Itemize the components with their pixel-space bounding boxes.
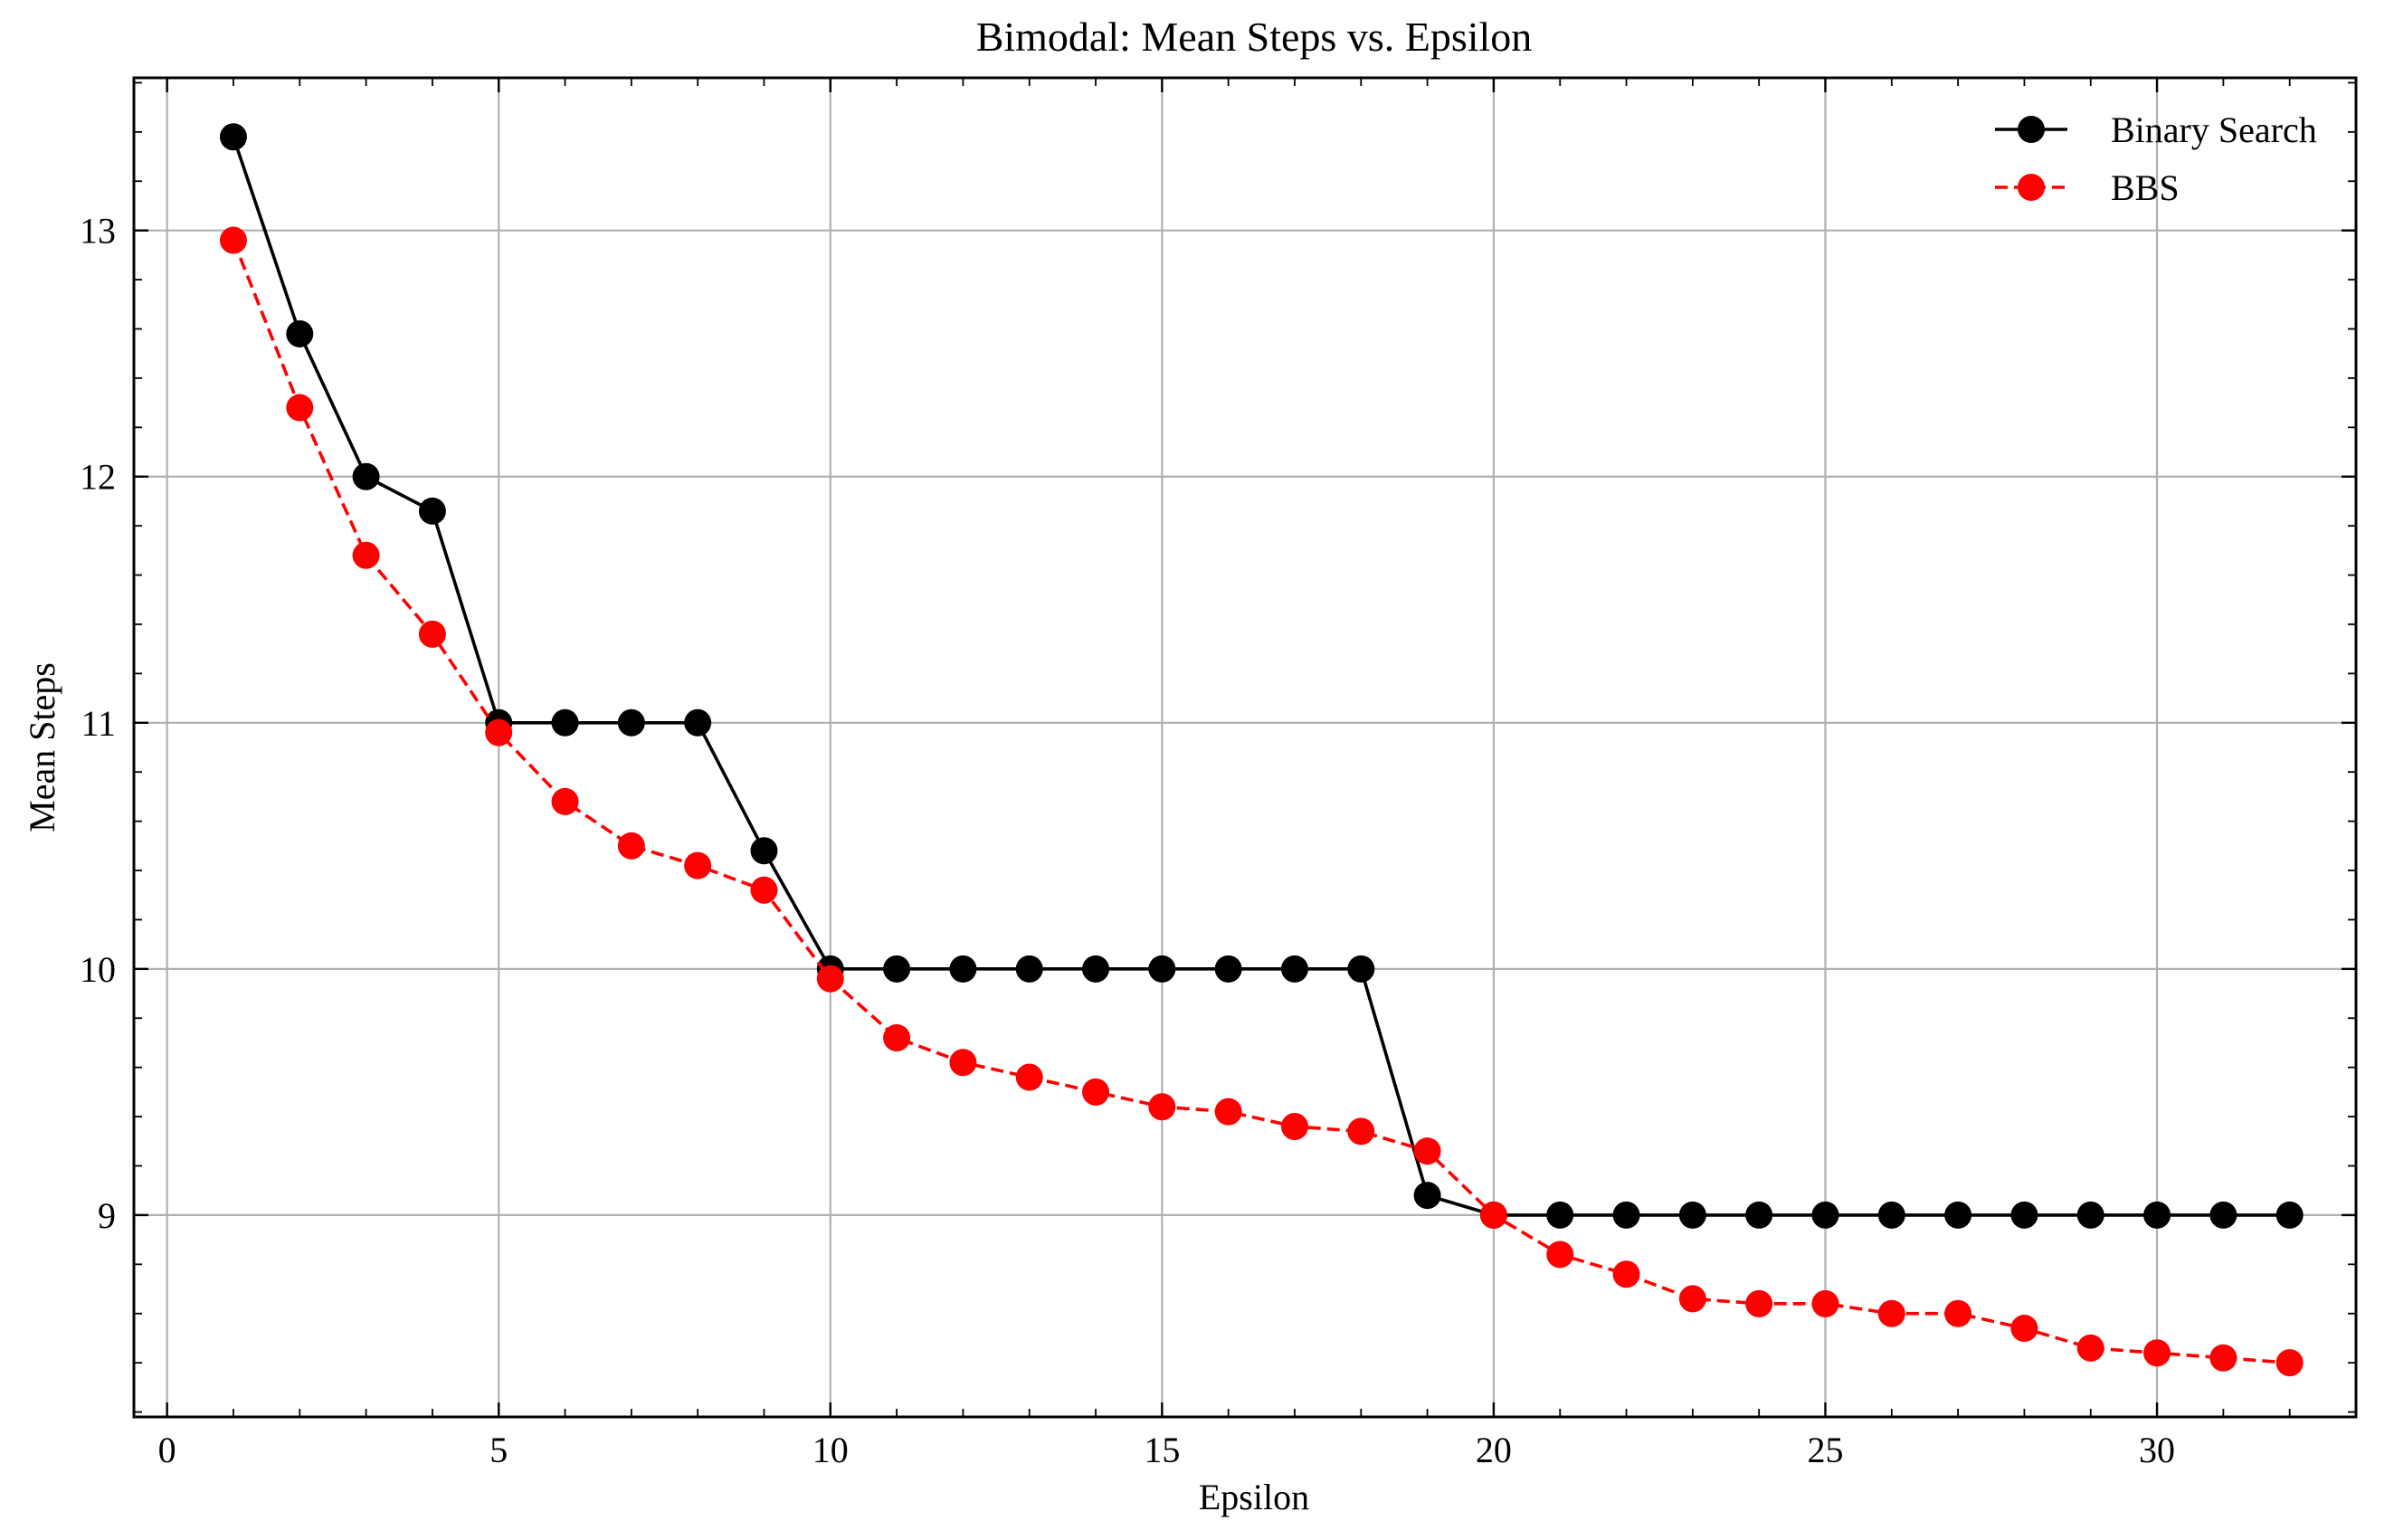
x-axis-label: Epsilon (1199, 1477, 1309, 1517)
data-point-binary-search (1678, 1201, 1706, 1229)
y-tick-label: 12 (80, 457, 116, 498)
data-point-binary-search (684, 708, 712, 737)
data-point-bbs (1944, 1299, 1972, 1327)
data-point-bbs (949, 1049, 977, 1077)
data-point-bbs (485, 718, 513, 746)
data-point-binary-search (1877, 1201, 1905, 1229)
y-tick-label: 13 (80, 211, 116, 252)
data-point-bbs (2275, 1349, 2304, 1377)
data-point-binary-search (2076, 1201, 2104, 1229)
data-point-bbs (2143, 1339, 2171, 1367)
data-point-binary-search (883, 955, 911, 983)
data-point-bbs (1413, 1137, 1441, 1165)
data-point-bbs (617, 832, 645, 860)
data-point-bbs (684, 851, 712, 879)
data-point-binary-search (219, 123, 247, 151)
legend-item-binary-search: Binary Search (1995, 109, 2317, 150)
data-point-bbs (1745, 1289, 1773, 1317)
data-point-bbs (1612, 1260, 1640, 1288)
data-point-bbs (1479, 1201, 1507, 1229)
data-point-binary-search (1280, 955, 1308, 983)
legend-marker-bbs (2018, 174, 2045, 201)
grid-lines (134, 78, 2356, 1417)
data-point-bbs (1280, 1112, 1308, 1140)
data-point-binary-search (2209, 1201, 2237, 1229)
series-layer (219, 123, 2304, 1377)
data-point-bbs (883, 1024, 911, 1052)
data-point-binary-search (1214, 955, 1242, 983)
data-point-binary-search (617, 708, 645, 737)
legend-label-binary-search: Binary Search (2111, 109, 2317, 150)
x-tick-label: 20 (1476, 1430, 1512, 1470)
data-point-bbs (750, 876, 778, 904)
data-point-bbs (1015, 1063, 1043, 1091)
legend: Binary Search BBS (1995, 109, 2317, 208)
data-point-bbs (1082, 1078, 1110, 1106)
tick-labels: 0 5 10 15 20 25 30 9 10 11 12 13 (80, 211, 2175, 1470)
plot-frame (132, 76, 2358, 1419)
x-tick-label: 0 (158, 1430, 176, 1470)
x-tick-label: 5 (489, 1430, 508, 1470)
legend-marker-binary-search (2018, 116, 2045, 143)
data-point-binary-search (1148, 955, 1176, 983)
major-ticks (134, 78, 2356, 1417)
x-tick-label: 15 (1144, 1430, 1180, 1470)
data-point-binary-search (551, 708, 579, 737)
data-point-binary-search (1546, 1201, 1574, 1229)
y-tick-label: 10 (80, 949, 116, 990)
data-point-binary-search (352, 462, 380, 490)
data-point-binary-search (2275, 1201, 2304, 1229)
data-point-bbs (2010, 1315, 2038, 1343)
legend-label-bbs: BBS (2111, 167, 2180, 208)
data-point-binary-search (750, 837, 778, 865)
data-point-bbs (816, 965, 844, 993)
data-point-binary-search (2010, 1201, 2038, 1229)
x-tick-label: 10 (812, 1430, 849, 1470)
data-point-binary-search (949, 955, 977, 983)
data-point-binary-search (2143, 1201, 2171, 1229)
data-point-bbs (219, 226, 247, 254)
data-point-bbs (1678, 1285, 1706, 1313)
data-point-bbs (2076, 1334, 2104, 1362)
y-tick-label: 11 (81, 703, 116, 744)
data-point-binary-search (1745, 1201, 1773, 1229)
data-point-bbs (1148, 1093, 1176, 1121)
chart-title: Bimodal: Mean Steps vs. Epsilon (976, 14, 1533, 60)
data-point-bbs (551, 787, 579, 815)
data-point-bbs (1546, 1241, 1574, 1269)
data-point-binary-search (286, 319, 314, 347)
series-bbs (219, 226, 2304, 1377)
data-point-binary-search (1413, 1182, 1441, 1210)
data-point-bbs (286, 394, 314, 422)
data-point-bbs (1214, 1098, 1242, 1126)
x-tick-label: 30 (2139, 1430, 2175, 1470)
data-point-bbs (1347, 1117, 1375, 1145)
x-tick-label: 25 (1807, 1430, 1843, 1470)
data-point-binary-search (1015, 955, 1043, 983)
data-point-bbs (1877, 1299, 1905, 1327)
legend-item-bbs: BBS (1995, 167, 2180, 208)
data-point-bbs (418, 620, 446, 648)
data-point-bbs (2209, 1344, 2237, 1372)
data-point-bbs (352, 541, 380, 569)
y-tick-label: 9 (98, 1195, 116, 1236)
data-point-binary-search (1612, 1201, 1640, 1229)
y-axis-label: Mean Steps (22, 662, 62, 832)
series-binary-search (219, 123, 2304, 1229)
data-point-bbs (1811, 1289, 1839, 1317)
data-point-binary-search (1811, 1201, 1839, 1229)
data-point-binary-search (1944, 1201, 1972, 1229)
data-point-binary-search (1082, 955, 1110, 983)
data-point-binary-search (1347, 955, 1375, 983)
data-point-binary-search (418, 497, 446, 525)
